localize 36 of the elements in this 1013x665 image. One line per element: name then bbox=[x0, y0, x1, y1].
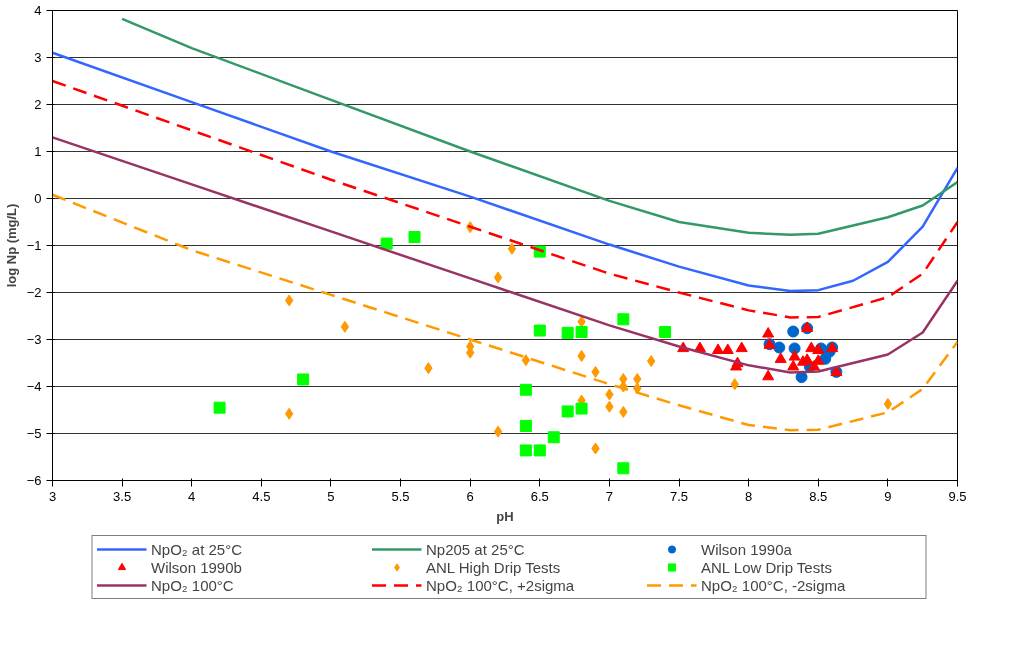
y-tick-label: 4 bbox=[34, 3, 42, 18]
y-tick-label: 2 bbox=[34, 97, 42, 112]
x-tick-label: 8.5 bbox=[809, 488, 828, 504]
y-tick-label: −6 bbox=[26, 473, 42, 488]
x-tick-label: 3.5 bbox=[113, 488, 132, 504]
legend-label: NpO₂ 100°C, +2sigma bbox=[426, 576, 576, 594]
x-axis-title: pH bbox=[496, 508, 514, 524]
legend-label: ANL High Drip Tests bbox=[426, 558, 562, 576]
legend-label: Wilson 1990a bbox=[701, 540, 793, 558]
y-tick-label: 1 bbox=[34, 144, 42, 159]
legend-label: ANL Low Drip Tests bbox=[701, 558, 833, 576]
y-tick-label: −3 bbox=[26, 332, 42, 347]
x-tick-label: 9.5 bbox=[948, 488, 967, 504]
x-tick-label: 5.5 bbox=[391, 488, 410, 504]
x-tick-label: 7.5 bbox=[670, 488, 689, 504]
legend-label: NpO₂ 100°C, -2sigma bbox=[701, 576, 847, 594]
y-tick-label: −1 bbox=[26, 238, 42, 253]
y-tick-label: −4 bbox=[26, 379, 42, 394]
y-axis-title: log Np (mg/L) bbox=[3, 203, 19, 288]
x-tick-label: 4.5 bbox=[252, 488, 271, 504]
x-tick-label: 4 bbox=[188, 488, 196, 504]
y-tick-label: −5 bbox=[26, 426, 42, 441]
x-tick-label: 8 bbox=[745, 488, 753, 504]
x-tick-label: 6 bbox=[466, 488, 474, 504]
x-tick-label: 6.5 bbox=[530, 488, 549, 504]
legend-label: NpO₂ 100°C bbox=[151, 576, 235, 594]
legend-label: Np205 at 25°C bbox=[426, 540, 526, 558]
legend-label: NpO₂ at 25°C bbox=[151, 540, 244, 558]
legend-label: Wilson 1990b bbox=[151, 558, 243, 576]
x-tick-label: 5 bbox=[327, 488, 335, 504]
x-tick-label: 7 bbox=[605, 488, 614, 504]
y-tick-label: 3 bbox=[34, 50, 42, 65]
y-tick-label: −2 bbox=[26, 285, 42, 300]
x-tick-label: 3 bbox=[48, 488, 57, 504]
x-tick-label: 9 bbox=[884, 488, 892, 504]
y-tick-label: 0 bbox=[34, 191, 42, 206]
